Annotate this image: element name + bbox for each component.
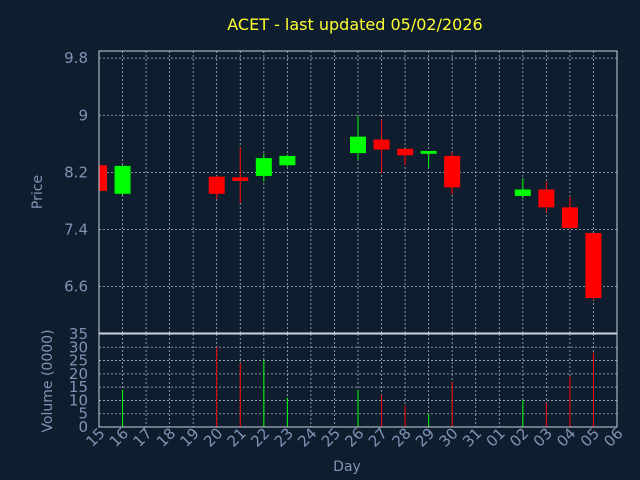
volume-bars (122, 347, 594, 427)
x-tick-label: 24 (294, 424, 320, 450)
x-tick-label: 17 (129, 424, 155, 450)
volume-tick-label: 20 (69, 365, 88, 383)
price-panel: 9.8 9 8.2 7.4 6.6 (64, 49, 618, 334)
x-tick-label: 04 (553, 424, 579, 450)
x-tick-label: 30 (436, 424, 462, 450)
candle-body (444, 155, 461, 188)
x-tick-label: 31 (459, 424, 485, 450)
price-tick-label: 9 (78, 106, 88, 124)
candle-body (279, 155, 296, 166)
x-tick-label: 01 (483, 424, 509, 450)
price-tick-label: 6.6 (64, 278, 88, 296)
candle-body (538, 189, 555, 208)
candle-body (255, 158, 272, 176)
x-tick-label: 03 (530, 424, 556, 450)
volume-tick-label: 15 (69, 378, 88, 396)
x-tick-label: 27 (365, 424, 391, 450)
x-tick-label: 28 (388, 424, 414, 450)
price-ticks: 9.8 9 8.2 7.4 6.6 (64, 49, 88, 295)
x-tick-label: 29 (412, 424, 438, 450)
volume-tick-label: 5 (78, 405, 88, 423)
price-candles (98, 116, 602, 301)
candle-body (514, 189, 531, 196)
candle-body (350, 136, 366, 154)
volume-frame (98, 333, 618, 428)
candle-body (99, 165, 107, 191)
x-tick-label: 19 (177, 424, 203, 450)
volume-tick-label: 35 (69, 325, 88, 343)
x-tick-label: 06 (600, 424, 626, 450)
x-tick-label: 05 (577, 424, 603, 450)
x-tick-label: 18 (153, 424, 179, 450)
volume-tick-label: 10 (69, 391, 88, 409)
candle-body (585, 233, 602, 299)
candle-body (208, 176, 225, 194)
price-tick-label: 8.2 (64, 163, 88, 181)
x-tick-label: 02 (506, 424, 532, 450)
x-tick-label: 25 (318, 424, 344, 450)
candle-body (114, 165, 131, 194)
price-tick-label: 9.8 (64, 49, 88, 67)
volume-axis-label: Volume (0000) (40, 329, 56, 432)
candle-body (373, 139, 390, 150)
price-tick-label: 7.4 (64, 220, 88, 238)
volume-tick-label: 0 (78, 418, 88, 436)
x-tick-label: 22 (247, 424, 273, 450)
price-frame (98, 50, 618, 334)
x-tick-label: 23 (271, 424, 297, 450)
volume-tick-label: 25 (69, 352, 88, 370)
x-axis-label: Day (333, 459, 361, 475)
candle-body (561, 207, 578, 229)
candle-body (397, 148, 414, 156)
candle-body (420, 150, 437, 154)
x-tick-label: 20 (200, 424, 226, 450)
x-tick-label: 21 (224, 424, 250, 450)
price-axis-label: Price (30, 175, 46, 209)
x-tick-label: 16 (106, 424, 132, 450)
x-tick-label: 26 (341, 424, 367, 450)
chart-title: ACET - last updated 05/02/2026 (227, 15, 482, 34)
x-axis-ticks: 1516171819202122232425262728293031010203… (82, 424, 626, 450)
candle-body (232, 177, 249, 181)
volume-tick-label: 30 (69, 338, 88, 356)
